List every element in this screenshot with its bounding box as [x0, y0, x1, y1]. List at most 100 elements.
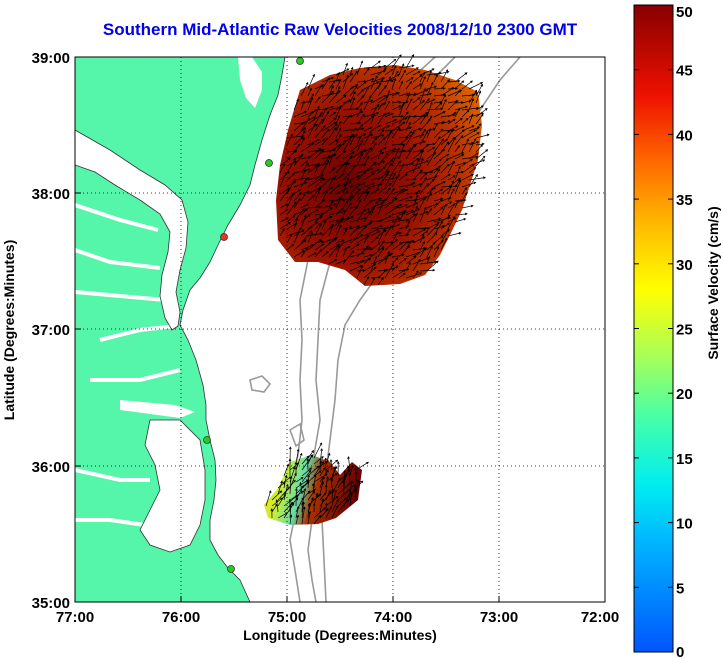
- velocity-arrow: [347, 456, 351, 471]
- velocity-arrow: [461, 109, 470, 118]
- velocity-arrow: [300, 117, 311, 132]
- velocity-arrow: [307, 96, 314, 111]
- velocity-arrow: [275, 499, 279, 513]
- velocity-arrow: [412, 89, 429, 97]
- velocity-arrow: [405, 272, 423, 279]
- velocity-arrow: [454, 199, 459, 209]
- velocity-arrow: [433, 216, 451, 223]
- velocity-arrow: [426, 128, 432, 139]
- velocity-arrow: [398, 272, 406, 279]
- velocity-arrow: [412, 97, 421, 104]
- velocity-arrow: [377, 112, 391, 118]
- velocity-arrow: [335, 150, 347, 160]
- velocity-arrow: [283, 474, 288, 489]
- velocity-arrow: [300, 169, 306, 181]
- velocity-arrow: [454, 144, 460, 153]
- velocity-arrow: [277, 480, 283, 495]
- velocity-arrow: [398, 103, 405, 118]
- velocity-arrow: [405, 182, 416, 188]
- velocity-arrow: [363, 186, 371, 195]
- velocity-arrow: [321, 76, 335, 83]
- velocity-arrow: [307, 252, 317, 258]
- velocity-arrow: [307, 139, 320, 146]
- velocity-arrow: [405, 121, 411, 132]
- velocity-arrow: [314, 118, 324, 132]
- velocity-arrow: [426, 85, 437, 90]
- velocity-arrow: [349, 492, 353, 507]
- velocity-arrow: [468, 89, 478, 104]
- velocity-arrow: [391, 143, 405, 146]
- velocity-arrow: [314, 240, 324, 244]
- velocity-arrow: [454, 107, 460, 118]
- velocity-arrow: [384, 89, 391, 104]
- velocity-arrow: [384, 162, 392, 174]
- velocity-arrow: [286, 173, 296, 181]
- velocity-arrow: [294, 461, 298, 476]
- velocity-arrow: [321, 216, 333, 223]
- velocity-arrow: [461, 181, 477, 188]
- velocity-arrow: [419, 87, 426, 104]
- pamlico-sound: [140, 420, 205, 552]
- velocity-arrow: [314, 243, 325, 251]
- velocity-arrow: [349, 142, 363, 153]
- velocity-arrow: [447, 118, 456, 125]
- velocity-arrow: [342, 180, 352, 188]
- velocity-arrow: [363, 182, 376, 188]
- velocity-arrow: [313, 507, 326, 519]
- colorbar-tick-label: 10: [676, 516, 693, 533]
- velocity-arrow: [306, 457, 310, 471]
- velocity-arrow: [319, 467, 326, 477]
- velocity-arrow: [300, 193, 306, 202]
- velocity-arrow: [342, 155, 353, 167]
- velocity-arrow: [433, 181, 446, 188]
- velocity-arrow: [440, 237, 448, 251]
- velocity-arrow: [349, 110, 364, 118]
- velocity-arrow: [300, 177, 308, 188]
- velocity-arrow: [307, 221, 318, 230]
- velocity-arrow: [289, 514, 293, 525]
- velocity-arrow: [307, 209, 319, 216]
- velocity-arrow: [289, 490, 305, 501]
- velocity-arrow: [384, 147, 401, 153]
- velocity-arrow: [391, 160, 401, 174]
- y-tick-label: 39:00: [32, 50, 70, 67]
- velocity-arrow: [314, 214, 323, 223]
- velocity-arrow: [419, 182, 429, 195]
- velocity-arrow: [461, 106, 480, 111]
- velocity-arrow: [342, 228, 348, 237]
- velocity-arrow: [321, 90, 335, 104]
- velocity-arrow: [398, 69, 406, 83]
- velocity-arrow: [377, 240, 385, 251]
- velocity-arrow: [475, 105, 484, 111]
- velocity-arrow: [391, 203, 403, 209]
- velocity-arrow: [419, 233, 425, 244]
- velocity-arrow: [426, 217, 442, 223]
- velocity-arrow: [321, 110, 330, 125]
- velocity-arrow: [391, 188, 404, 202]
- velocity-arrow: [328, 238, 337, 244]
- velocity-arrow: [377, 129, 385, 139]
- velocity-arrow: [440, 113, 456, 118]
- velocity-arrow: [447, 188, 455, 202]
- velocity-arrow: [321, 178, 330, 188]
- velocity-arrow: [325, 495, 339, 507]
- velocity-arrow: [447, 231, 462, 237]
- velocity-arrow: [454, 153, 465, 160]
- velocity-arrow: [377, 112, 386, 125]
- colorbar-title: Surface Velocity (cm/s): [705, 206, 721, 359]
- velocity-arrow: [321, 77, 331, 90]
- velocity-arrow: [337, 482, 351, 495]
- velocity-arrow: [356, 168, 374, 174]
- velocity-arrow: [293, 153, 304, 167]
- velocity-arrow: [419, 230, 429, 237]
- velocity-arrow: [335, 239, 345, 244]
- velocity-arrow: [370, 236, 379, 244]
- velocity-arrow: [300, 247, 309, 258]
- velocity-arrow: [461, 129, 477, 139]
- x-tick-label: 72:00: [581, 609, 619, 626]
- velocity-arrow: [356, 135, 362, 146]
- velocity-arrow: [363, 95, 372, 111]
- velocity-arrow: [307, 147, 322, 160]
- velocity-arrow: [363, 130, 372, 146]
- velocity-arrow: [475, 90, 482, 104]
